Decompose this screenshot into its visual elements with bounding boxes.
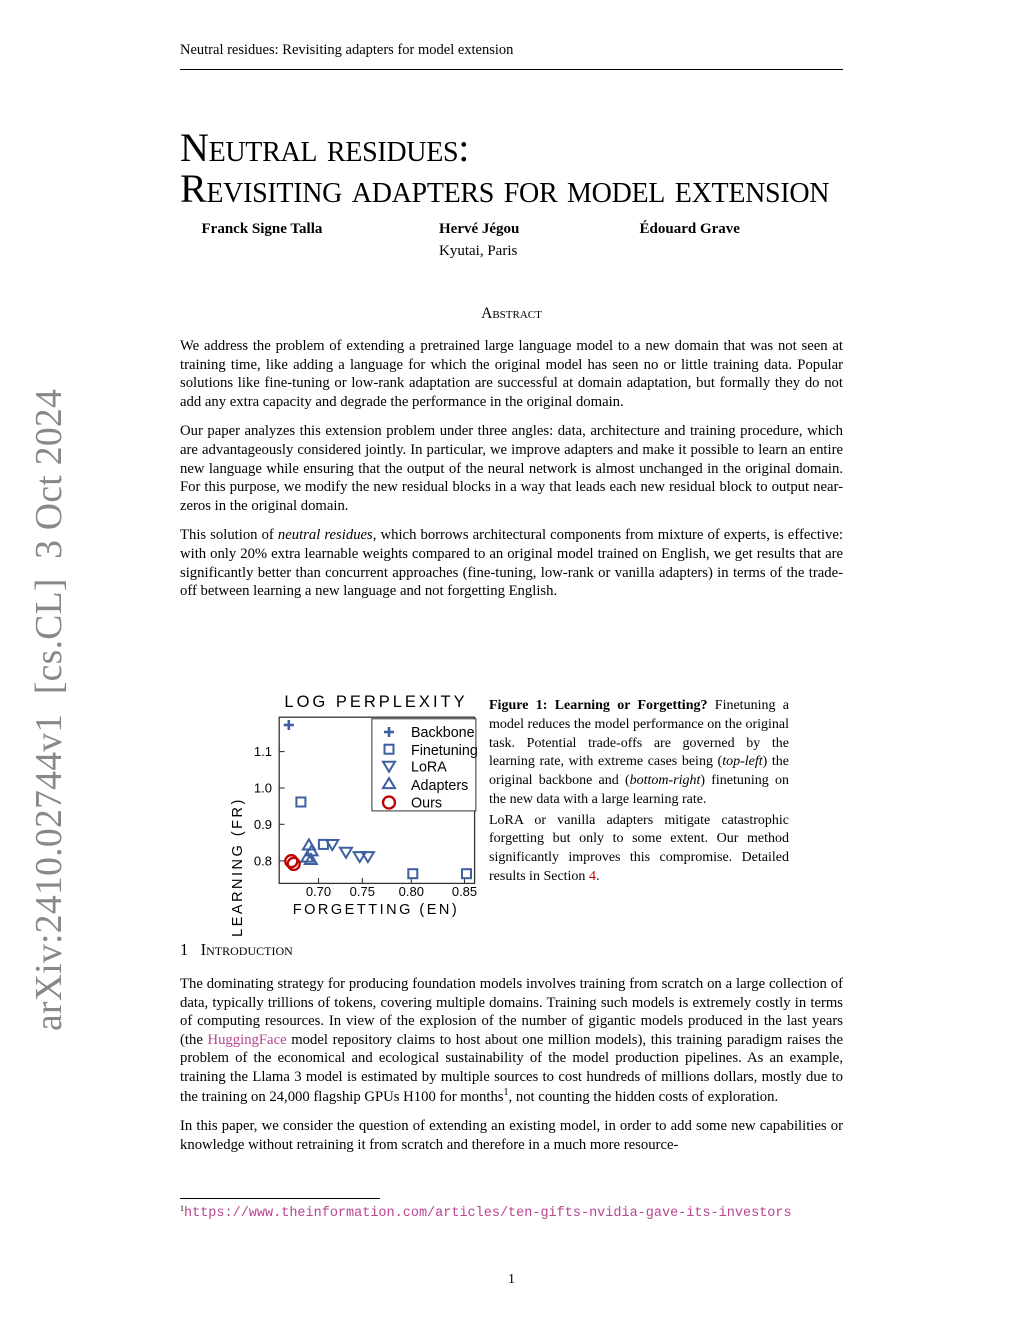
svg-text:0.80: 0.80 bbox=[399, 884, 424, 899]
svg-text:LoRA: LoRA bbox=[411, 760, 447, 776]
svg-text:0.8: 0.8 bbox=[254, 854, 272, 869]
svg-text:Ours: Ours bbox=[411, 796, 442, 812]
svg-text:1.1: 1.1 bbox=[254, 744, 272, 759]
svg-text:0.9: 0.9 bbox=[254, 817, 272, 832]
svg-text:0.85: 0.85 bbox=[452, 884, 477, 899]
svg-text:Backbone: Backbone bbox=[411, 725, 475, 741]
svg-text:LEARNING (FR): LEARNING (FR) bbox=[230, 797, 246, 937]
svg-text:Adapters: Adapters bbox=[411, 778, 468, 794]
svg-text:0.75: 0.75 bbox=[350, 884, 375, 899]
svg-text:LOG PERPLEXITY: LOG PERPLEXITY bbox=[284, 693, 467, 711]
svg-text:0.70: 0.70 bbox=[306, 884, 331, 899]
svg-text:Finetuning: Finetuning bbox=[411, 743, 478, 759]
svg-text:1.0: 1.0 bbox=[254, 781, 272, 796]
svg-text:FORGETTING (EN): FORGETTING (EN) bbox=[293, 902, 459, 918]
